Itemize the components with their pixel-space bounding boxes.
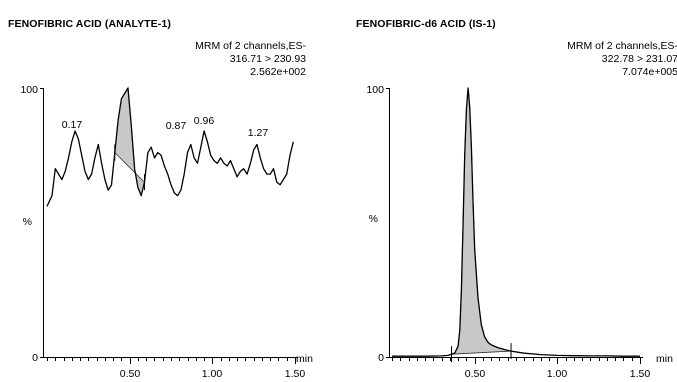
peak-label-096: 0.96	[194, 115, 215, 127]
peak-label-087: 0.87	[166, 120, 187, 132]
channel-info-analyte: MRM of 2 channels,ES-	[195, 40, 306, 52]
x-tick-label-150-internal-standard: 1.50	[630, 368, 651, 380]
series-line-analyte	[46, 87, 294, 207]
peak-label-127: 1.27	[248, 127, 269, 139]
y-tick-label-top-internal-standard: 100	[366, 84, 384, 96]
panel-analyte: FENOFIBRIC ACID (ANALYTE-1) MRM of 2 cha…	[8, 18, 313, 380]
y-tick-label-top-analyte: 100	[20, 84, 38, 96]
transition-info-analyte: 316.71 > 230.93	[230, 53, 306, 65]
panel-title-internal-standard: FENOFIBRIC-d6 ACID (IS-1)	[356, 18, 496, 30]
y-axis-label-analyte: %	[23, 216, 32, 228]
x-tick-label-100-analyte: 1.00	[202, 368, 223, 380]
panel-title-analyte: FENOFIBRIC ACID (ANALYTE-1)	[8, 18, 171, 30]
y-axis-label-internal-standard: %	[369, 213, 378, 225]
x-tick-label-050-internal-standard: 0.50	[465, 368, 486, 380]
x-minor-ticks-analyte	[47, 358, 296, 364]
x-axis-unit-internal-standard: min	[656, 353, 673, 365]
x-tick-label-100-internal-standard: 1.00	[547, 368, 568, 380]
channel-info-internal-standard: MRM of 2 channels,ES-	[567, 40, 677, 52]
series-line-internal-standard	[392, 87, 640, 357]
x-tick-label-050-analyte: 0.50	[120, 368, 141, 380]
transition-info-internal-standard: 322.78 > 231.07	[602, 53, 677, 65]
panel-internal-standard: FENOFIBRIC-d6 ACID (IS-1) MRM of 2 chann…	[356, 18, 677, 380]
peak-label-017: 0.17	[62, 119, 83, 131]
y-tick-label-bottom-analyte: 0	[32, 352, 38, 364]
x-tick-label-150-analyte: 1.50	[285, 368, 306, 380]
intensity-info-analyte: 2.562e+002	[250, 66, 306, 78]
intensity-info-internal-standard: 7.074e+005	[622, 66, 677, 78]
x-minor-ticks-internal-standard	[392, 358, 641, 364]
x-axis-unit-analyte: min	[296, 353, 313, 365]
y-tick-label-bottom-internal-standard: 0	[378, 352, 384, 364]
